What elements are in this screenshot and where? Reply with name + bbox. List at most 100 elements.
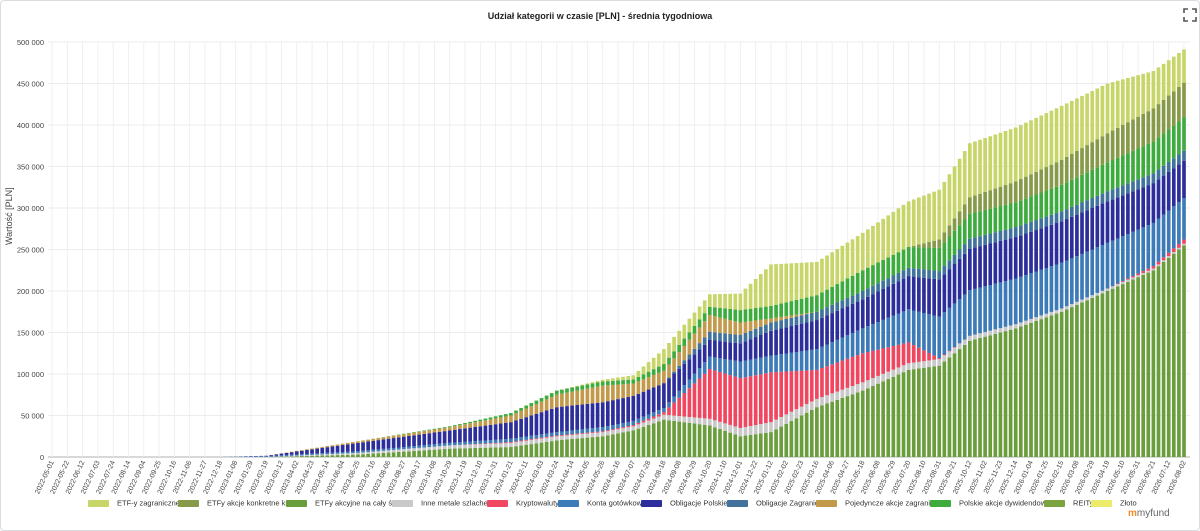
bar-segment bbox=[641, 416, 646, 421]
legend-item[interactable]: Obligacje Zagraniczne bbox=[727, 498, 831, 510]
bar-segment bbox=[524, 408, 529, 418]
fullscreen-icon[interactable] bbox=[1183, 8, 1197, 22]
bar-segment bbox=[1044, 268, 1049, 314]
bar-segment bbox=[503, 414, 508, 417]
bar-segment bbox=[570, 391, 574, 406]
bar-segment bbox=[713, 332, 717, 341]
bar-segment bbox=[483, 418, 488, 421]
legend-item[interactable]: REITy bbox=[1044, 498, 1093, 510]
bar-segment bbox=[1141, 227, 1146, 272]
bar-segment bbox=[391, 447, 396, 450]
bar-segment bbox=[1136, 148, 1140, 180]
bar-segment bbox=[860, 232, 865, 271]
bar-segment bbox=[1177, 243, 1181, 248]
bar-segment bbox=[626, 427, 631, 432]
bar-segment bbox=[570, 387, 574, 392]
bar-segment bbox=[1049, 311, 1054, 316]
bar-segment bbox=[1115, 283, 1120, 285]
bar-segment bbox=[835, 302, 840, 311]
bar-segment bbox=[605, 385, 610, 402]
legend-item[interactable]: Konta gotówkowe bbox=[558, 498, 646, 510]
bar-segment bbox=[886, 278, 891, 287]
bar-segment bbox=[794, 370, 799, 410]
bar-segment bbox=[340, 453, 345, 455]
bar-segment bbox=[1126, 122, 1130, 154]
bar-segment bbox=[1171, 251, 1176, 254]
bar-segment bbox=[1136, 75, 1140, 117]
bar-segment bbox=[1166, 60, 1171, 96]
bar-segment bbox=[825, 403, 829, 457]
bar-segment bbox=[738, 334, 743, 344]
chart-title: Udział kategorii w czasie [PLN] - średni… bbox=[487, 11, 713, 21]
legend-item[interactable]: Kryptowaluty bbox=[487, 498, 559, 510]
bar-segment bbox=[575, 386, 580, 391]
bar-segment bbox=[988, 208, 993, 234]
legend-item[interactable]: Pojedyncze akcje zagraniczne bbox=[816, 498, 946, 510]
bar-segment bbox=[458, 424, 462, 426]
bar-segment bbox=[656, 410, 661, 415]
legend-item[interactable]: Złoto bbox=[1091, 498, 1137, 510]
bar-segment bbox=[957, 299, 962, 344]
bar-segment bbox=[702, 418, 707, 425]
bar-segment bbox=[809, 370, 814, 402]
bar-segment bbox=[1008, 329, 1013, 457]
bar-segment bbox=[447, 427, 452, 431]
bar-segment bbox=[1075, 256, 1079, 302]
legend-item[interactable]: Polskie akcje dywidendowe bbox=[930, 498, 1050, 510]
bar-segment bbox=[687, 359, 692, 380]
bar-segment bbox=[1171, 158, 1176, 169]
bar-segment bbox=[815, 398, 819, 408]
bar-segment bbox=[733, 293, 738, 310]
bar-segment bbox=[1110, 286, 1115, 289]
bar-segment bbox=[845, 297, 850, 307]
bar-segment bbox=[917, 347, 921, 362]
legend-item[interactable]: Obligacje Polskie bbox=[641, 498, 728, 510]
bar-segment bbox=[274, 455, 279, 457]
bar-segment bbox=[804, 297, 809, 314]
bar-segment bbox=[866, 296, 870, 327]
bar-segment bbox=[881, 319, 885, 349]
legend-item[interactable]: ETFy akcje konkretne kraje bbox=[178, 498, 298, 510]
bar-segment bbox=[529, 439, 534, 445]
bar-segment bbox=[498, 423, 503, 440]
bar-segment bbox=[417, 431, 421, 432]
bar-segment bbox=[294, 451, 299, 455]
bar-segment bbox=[906, 309, 911, 343]
bar-segment bbox=[713, 427, 717, 457]
bar-segment bbox=[804, 262, 809, 298]
bar-segment bbox=[402, 449, 406, 452]
bar-segment bbox=[962, 344, 967, 457]
bar-segment bbox=[575, 429, 580, 434]
bar-segment bbox=[707, 294, 712, 307]
bar-segment bbox=[922, 269, 926, 278]
bar-segment bbox=[1166, 161, 1171, 172]
bar-segment bbox=[345, 444, 350, 452]
bar-segment bbox=[412, 446, 416, 449]
bar-segment bbox=[417, 445, 421, 448]
bar-segment bbox=[1024, 275, 1028, 321]
bar-segment bbox=[702, 424, 707, 457]
bar-segment bbox=[738, 361, 743, 379]
bar-segment bbox=[860, 328, 865, 354]
bar-segment bbox=[753, 328, 758, 338]
bar-segment bbox=[866, 326, 870, 353]
bar-segment bbox=[804, 313, 809, 315]
bar-segment bbox=[702, 300, 707, 314]
bar-segment bbox=[881, 373, 885, 382]
bar-segment bbox=[1166, 257, 1171, 457]
bar-segment bbox=[692, 312, 697, 326]
bar-segment bbox=[1080, 202, 1084, 213]
bar-segment bbox=[371, 438, 376, 441]
bar-segment bbox=[616, 384, 620, 400]
bar-segment bbox=[1054, 186, 1059, 214]
legend-item[interactable]: ETF-y zagraniczne bbox=[88, 498, 180, 510]
bar-segment bbox=[611, 434, 615, 457]
bar-segment bbox=[866, 380, 870, 389]
bar-segment bbox=[901, 343, 906, 366]
bar-segment bbox=[1075, 214, 1079, 257]
legend-item[interactable]: ETFy akcyjne na cały świat bbox=[286, 498, 405, 510]
bar-segment bbox=[804, 412, 809, 457]
legend-item[interactable]: Inne metale szlachetne bbox=[392, 498, 498, 510]
bar-segment bbox=[1018, 276, 1023, 323]
bar-segment bbox=[1044, 113, 1049, 168]
